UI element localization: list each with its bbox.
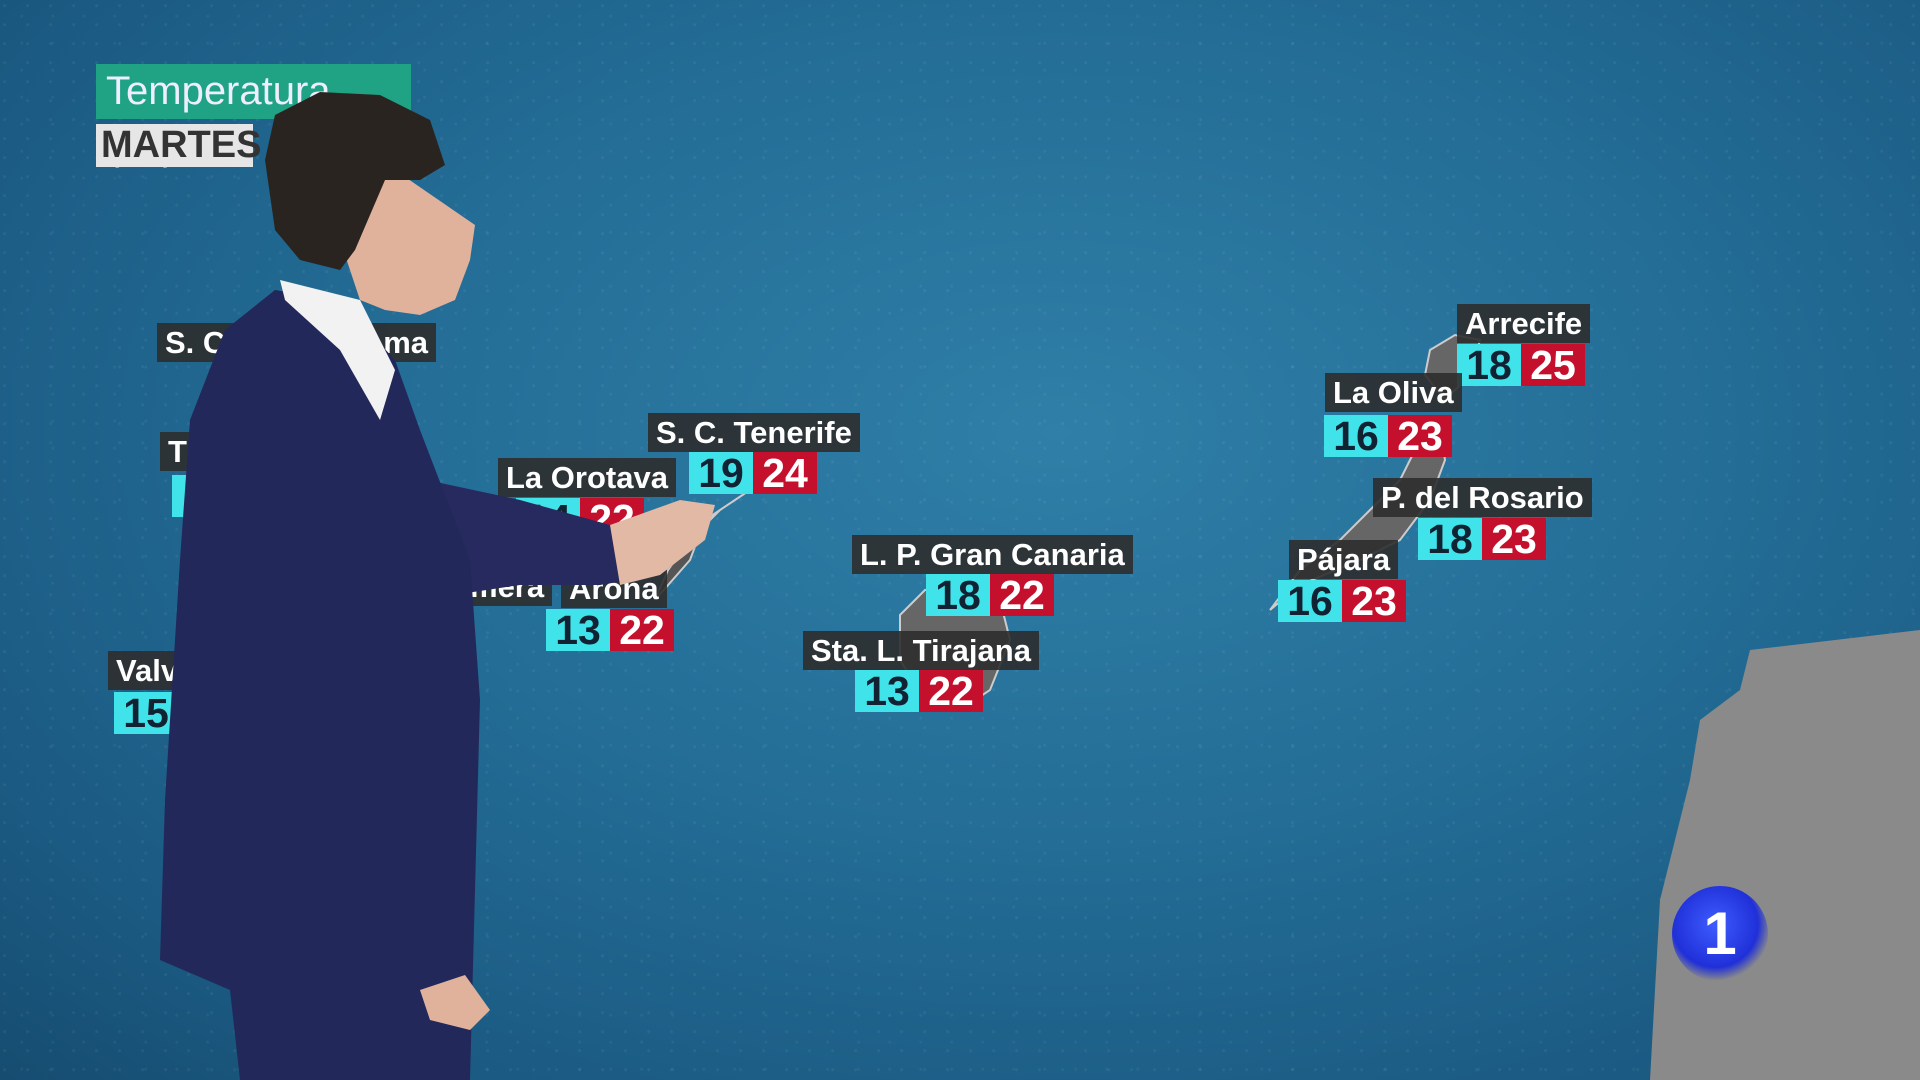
city-label-arona: Arona	[561, 569, 667, 608]
min-temp: 16	[1324, 415, 1388, 457]
city-label-tazacorte: T	[160, 432, 195, 471]
city-label-tirajana: Sta. L. Tirajana	[803, 631, 1039, 670]
min-temp: 13	[855, 670, 919, 712]
temps-pajara: 16 23	[1278, 580, 1406, 622]
temps-la-orotava: 14 22	[516, 498, 644, 540]
max-temp: 23	[1482, 518, 1546, 560]
city-label-pajara: Pájara	[1289, 540, 1399, 579]
max-temp: 23	[1342, 580, 1406, 622]
max-temp: 22	[580, 498, 644, 540]
africa-coast	[1650, 630, 1920, 1080]
min-temp: 15	[114, 692, 178, 734]
max-temp: 23	[1388, 415, 1452, 457]
max-temp: 24	[753, 452, 817, 494]
channel-logo: 1	[1672, 886, 1768, 982]
island-tenerife	[654, 489, 751, 601]
city-label-la-orotava: La Orotava	[498, 458, 676, 497]
min-temp: 19	[689, 452, 753, 494]
max-temp: 22	[990, 574, 1054, 616]
city-label-valverde: Valv	[108, 651, 187, 690]
city-name-tail: ma	[383, 325, 428, 360]
city-label-la-palma: S. C ma	[157, 323, 436, 362]
city-label-la-oliva: La Oliva	[1325, 373, 1462, 412]
min-temp: 18	[1457, 344, 1521, 386]
temps-la-oliva: 16 23	[1324, 415, 1452, 457]
max-temp: 22	[919, 670, 983, 712]
day-label: MARTES	[96, 124, 261, 167]
min-temp: 18	[926, 574, 990, 616]
min-temp: 18	[1418, 518, 1482, 560]
city-name: S. C	[165, 325, 226, 360]
min-temp: 16	[1278, 580, 1342, 622]
min-temp: 13	[546, 609, 610, 651]
city-label-arrecife: Arrecife	[1457, 304, 1591, 343]
temps-arona: 13 22	[546, 609, 674, 651]
min-temp: 14	[516, 498, 580, 540]
max-temp: 25	[1521, 344, 1585, 386]
max-temp: 22	[610, 609, 674, 651]
min-temp-box	[172, 475, 192, 517]
temps-las-palmas: 18 22	[926, 574, 1054, 616]
city-label-las-palmas: L. P. Gran Canaria	[852, 535, 1133, 574]
temps-santa-cruz-tenerife: 19 24	[689, 452, 817, 494]
city-label-santa-cruz-tenerife: S. C. Tenerife	[648, 413, 860, 452]
temps-puerto-del-rosario: 18 23	[1418, 518, 1546, 560]
city-label-la-gomera: mera	[462, 567, 553, 606]
map-title: Temperatura (ºC)	[96, 64, 411, 168]
city-label-puerto-del-rosario: P. del Rosario	[1373, 478, 1592, 517]
temps-valverde: 15	[114, 692, 178, 734]
temps-arrecife: 18 25	[1457, 344, 1585, 386]
temps-tirajana: 13 22	[855, 670, 983, 712]
